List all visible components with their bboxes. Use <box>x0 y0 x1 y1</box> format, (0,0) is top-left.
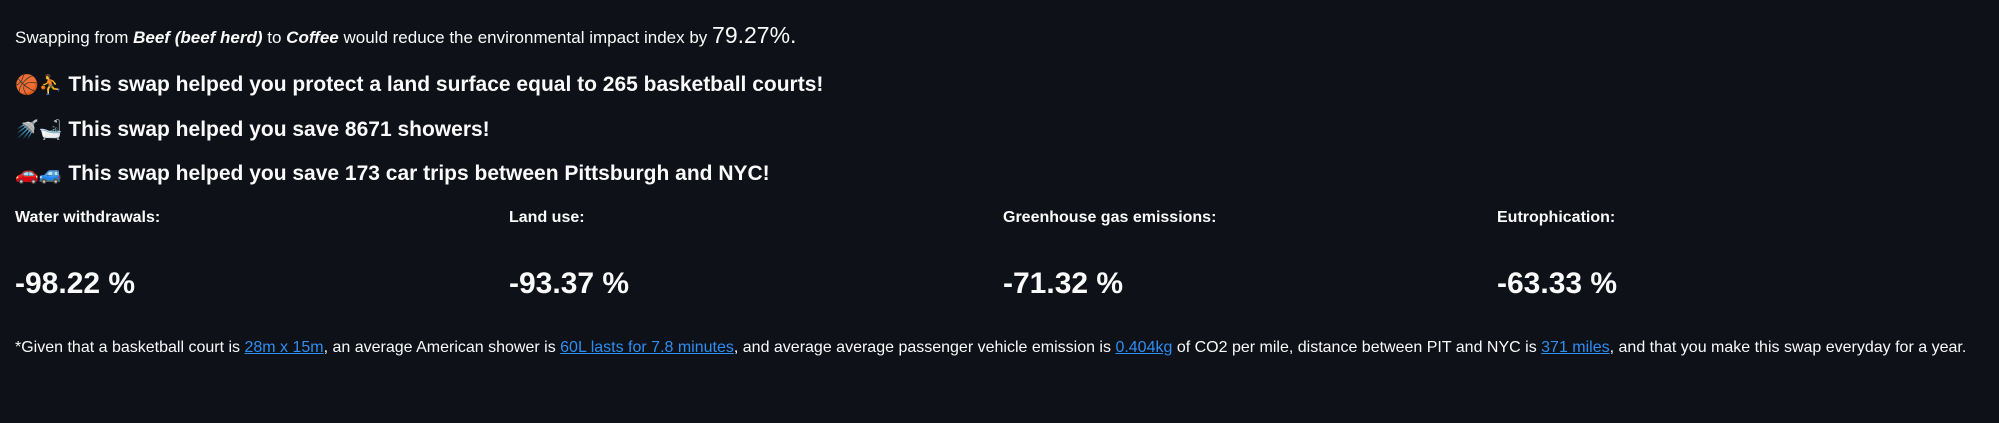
vehicle-emission-link[interactable]: 0.404kg <box>1115 339 1173 356</box>
metric-value: -93.37 % <box>509 267 630 300</box>
basketball-court-size-link[interactable]: 28m x 15m <box>244 339 324 356</box>
basketball-courts-fact: 🏀⛹ This swap helped you protect a land su… <box>15 70 823 100</box>
impact-reduction-percent: 79.27%. <box>712 22 797 48</box>
from-food-name: Beef (beef herd) <box>133 28 263 47</box>
metric-value: -98.22 % <box>15 267 136 300</box>
metric-label: Greenhouse gas emissions: <box>1003 209 1217 226</box>
metric-land-use: Land use: -93.37 % <box>509 206 989 304</box>
basketball-fact-text: This swap helped you protect a land surf… <box>68 73 824 96</box>
metric-value: -63.33 % <box>1497 267 1618 300</box>
shower-usage-link[interactable]: 60L lasts for 7.8 minutes <box>560 339 734 356</box>
metric-water-withdrawals: Water withdrawals: -98.22 % <box>15 206 495 304</box>
metric-value: -71.32 % <box>1003 267 1124 300</box>
summary-suffix: would reduce the environmental impact in… <box>338 28 713 47</box>
cars-icon: 🚗🚙 <box>15 163 63 185</box>
basketball-player-icon: 🏀⛹ <box>15 74 63 96</box>
footnote-text: of CO2 per mile, distance between PIT an… <box>1172 339 1542 356</box>
metric-label: Eutrophication: <box>1497 209 1616 226</box>
summary-prefix: Swapping from <box>15 28 134 47</box>
metric-label: Water withdrawals: <box>15 209 161 226</box>
metric-label: Land use: <box>509 209 585 226</box>
footnote-text: *Given that a basketball court is <box>15 339 245 356</box>
car-trips-fact-text: This swap helped you save 173 car trips … <box>68 162 770 185</box>
pit-nyc-distance-link[interactable]: 371 miles <box>1541 339 1610 356</box>
shower-bathtub-icon: 🚿🛁 <box>15 119 63 141</box>
footnote-text: , an average American shower is <box>323 339 561 356</box>
showers-fact: 🚿🛁 This swap helped you save 8671 showers… <box>15 115 490 145</box>
showers-fact-text: This swap helped you save 8671 showers! <box>68 118 490 141</box>
metric-eutrophication: Eutrophication: -63.33 % <box>1497 206 1977 304</box>
summary-middle: to <box>262 28 287 47</box>
swap-summary: Swapping from Beef (beef herd) to Coffee… <box>15 22 796 51</box>
impact-metrics-row: Water withdrawals: -98.22 % Land use: -9… <box>15 206 1985 306</box>
assumptions-footnote: *Given that a basketball court is 28m x … <box>15 334 1980 361</box>
footnote-text: , and that you make this swap everyday f… <box>1609 339 1967 356</box>
car-trips-fact: 🚗🚙 This swap helped you save 173 car trip… <box>15 159 770 189</box>
metric-greenhouse-gas: Greenhouse gas emissions: -71.32 % <box>1003 206 1483 304</box>
footnote-text: , and average average passenger vehicle … <box>733 339 1116 356</box>
to-food-name: Coffee <box>286 28 339 47</box>
